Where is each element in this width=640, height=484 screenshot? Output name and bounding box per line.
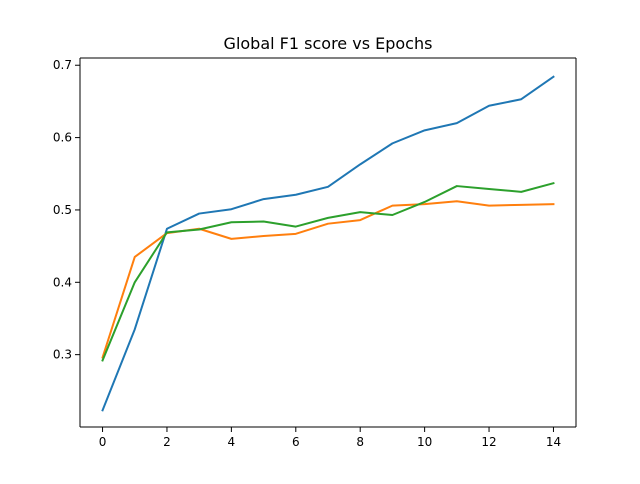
- x-tick-label: 4: [228, 435, 236, 449]
- x-tick-label: 8: [356, 435, 364, 449]
- series-line-1: [101, 75, 555, 412]
- x-tick-label: 2: [163, 435, 171, 449]
- x-tick-label: 14: [546, 435, 561, 449]
- series-lines: [101, 75, 555, 412]
- y-tick-label: 0.4: [53, 275, 72, 289]
- x-tick-label: 0: [99, 435, 107, 449]
- x-tick-label: 10: [417, 435, 432, 449]
- y-tick-label: 0.5: [53, 203, 72, 217]
- series-line-3: [101, 181, 555, 362]
- y-tick-label: 0.6: [53, 131, 72, 145]
- y-tick-label: 0.3: [53, 348, 72, 362]
- x-tick-label: 6: [292, 435, 300, 449]
- x-tick-label: 12: [481, 435, 496, 449]
- chart-title: Global F1 score vs Epochs: [224, 34, 433, 53]
- y-tick-label: 0.7: [53, 58, 72, 72]
- axes: 0 2 4 6 8 10 12 14 0.3 0.4 0.5 0.6 0.7: [53, 57, 577, 449]
